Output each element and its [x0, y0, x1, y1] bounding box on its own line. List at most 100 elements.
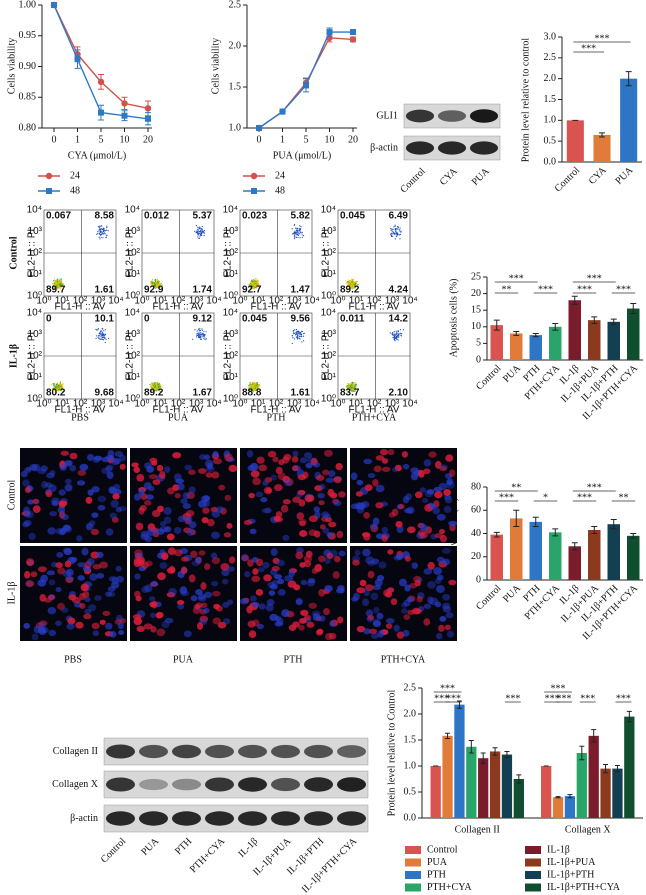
nucleus	[317, 493, 325, 498]
flow-dot	[199, 330, 200, 331]
quadrant-value: 9.56	[291, 314, 311, 325]
flow-dot	[299, 338, 300, 339]
flow-dot	[392, 332, 393, 333]
blot-band	[172, 745, 201, 759]
nucleus	[58, 507, 65, 514]
nucleus	[246, 606, 252, 614]
flow-dot	[198, 233, 199, 234]
nucleus	[380, 449, 388, 455]
nucleus	[22, 479, 30, 486]
nucleus	[437, 514, 446, 521]
flow-dot	[394, 333, 395, 334]
flow-dot	[58, 280, 59, 281]
blot-band	[271, 778, 300, 791]
nucleus	[48, 484, 57, 492]
nucleus	[444, 506, 452, 513]
y-tick-label: 1.0	[404, 760, 417, 771]
nucleus	[322, 470, 329, 476]
nucleus	[200, 582, 206, 590]
nucleus	[136, 596, 142, 602]
flow-dot	[96, 329, 97, 330]
point	[280, 109, 286, 115]
nucleus	[183, 492, 190, 499]
bar	[593, 135, 610, 162]
nucleus	[299, 618, 306, 624]
nucleus	[252, 568, 258, 575]
nucleus	[23, 623, 30, 629]
blot-band	[406, 141, 434, 154]
nucleus	[156, 613, 162, 619]
nucleus	[372, 479, 378, 486]
nucleus	[59, 489, 66, 495]
y-tick-label: 2.5	[229, 0, 242, 10]
nucleus	[416, 596, 422, 603]
flow-dot	[346, 282, 347, 283]
flow-dot	[294, 238, 295, 239]
nucleus	[66, 623, 74, 629]
nucleus	[449, 469, 455, 477]
y-tick-label: 2.0	[229, 40, 242, 51]
nucleus	[418, 530, 426, 536]
nucleus	[267, 599, 275, 606]
flow-dot	[62, 383, 63, 384]
nucleus	[77, 480, 85, 485]
blot-band	[172, 811, 201, 825]
nucleus	[225, 495, 231, 501]
quadrant-value: 8.58	[95, 211, 115, 222]
nucleus	[47, 527, 56, 534]
flow-dot	[395, 230, 396, 231]
nucleus	[204, 563, 210, 570]
nucleus	[59, 528, 66, 535]
bar	[510, 518, 522, 580]
legend-marker	[46, 188, 52, 194]
flow-dot	[400, 227, 401, 228]
flow-dot	[302, 331, 303, 332]
chart: 020406080Positive cells (%)ControlPUAPTH…	[448, 481, 643, 642]
blot-band	[438, 110, 466, 122]
nucleus	[195, 557, 201, 563]
nucleus	[152, 510, 161, 517]
quadrant-value: 0.067	[46, 211, 71, 222]
flow-dot	[296, 237, 297, 238]
nucleus	[175, 479, 184, 484]
quadrant-value: 1.61	[291, 388, 311, 399]
flow-dot	[102, 335, 103, 336]
nucleus	[434, 491, 442, 498]
flow-dot	[300, 332, 301, 333]
flow-dot	[200, 234, 201, 235]
blot-band	[139, 811, 168, 825]
quadrant-value: 89.7	[46, 285, 66, 296]
nucleus	[266, 488, 272, 493]
flow-dot	[399, 229, 400, 230]
flow-dot	[201, 235, 202, 236]
nucleus	[39, 594, 46, 602]
nucleus	[97, 552, 104, 558]
nucleus	[83, 613, 91, 619]
flow-dot	[61, 282, 62, 283]
chart: 0510152025Apoptosis cells (%)ControlPUAP…	[448, 271, 643, 422]
nucleus	[146, 466, 154, 473]
nucleus	[299, 562, 305, 568]
nucleus	[49, 579, 56, 585]
y-tick-label: 10⁴	[223, 308, 238, 319]
nucleus	[25, 487, 31, 493]
significance-label: ***	[580, 693, 595, 704]
flow-dot	[256, 385, 257, 386]
flow-dot	[399, 230, 400, 231]
flow-dot	[391, 229, 392, 230]
nucleus	[65, 576, 74, 581]
flow-dot	[299, 230, 300, 231]
nucleus	[111, 458, 120, 465]
nucleus	[337, 616, 343, 623]
nucleus	[63, 547, 71, 552]
flow-dot	[108, 338, 109, 339]
flow-dot	[352, 382, 353, 383]
nucleus	[299, 530, 307, 537]
flow-dot	[198, 227, 199, 228]
x-tick-label: 20	[348, 134, 358, 145]
nucleus	[262, 480, 268, 485]
flow-dot	[61, 278, 62, 279]
bar	[620, 79, 637, 162]
nucleus	[418, 470, 425, 478]
flow-dot	[347, 282, 348, 283]
